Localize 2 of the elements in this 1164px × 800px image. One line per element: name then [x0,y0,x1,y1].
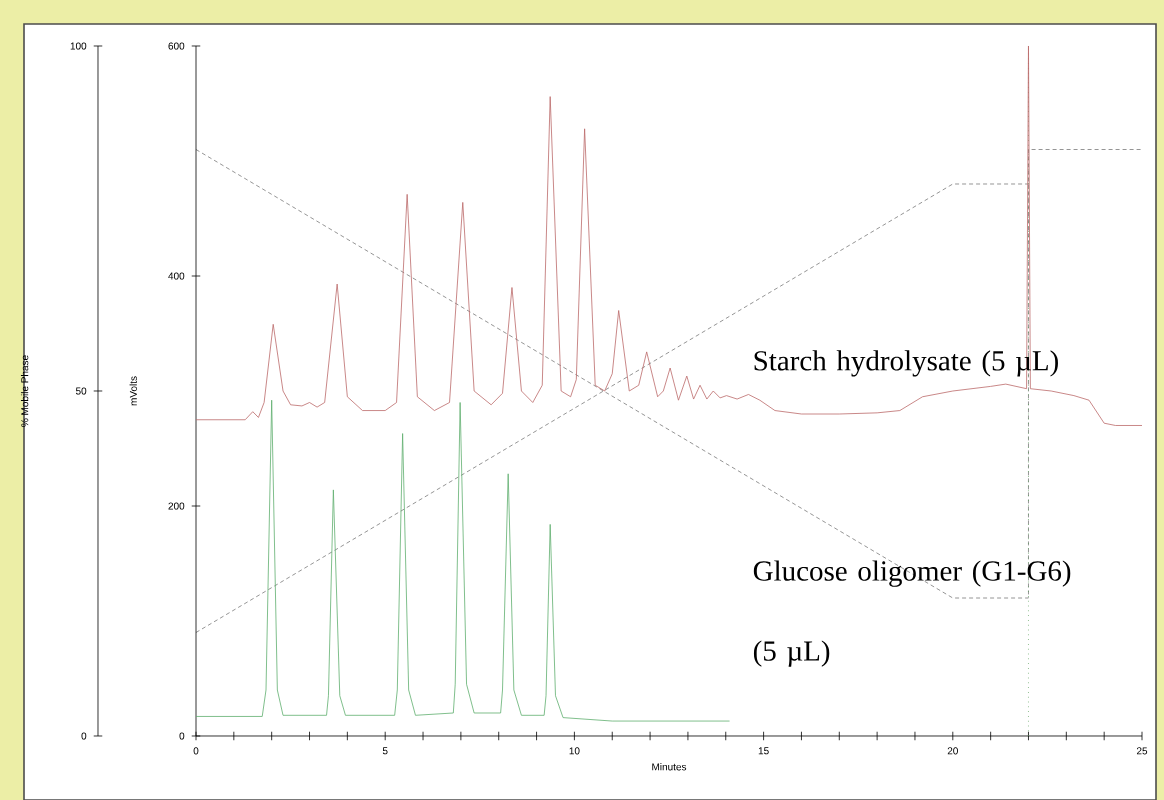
text: Glucose oligomer (G1-G6) (5 µL) [753,560,1071,667]
series-label: Starch hydrolysate (5 µL) [754,350,1058,377]
